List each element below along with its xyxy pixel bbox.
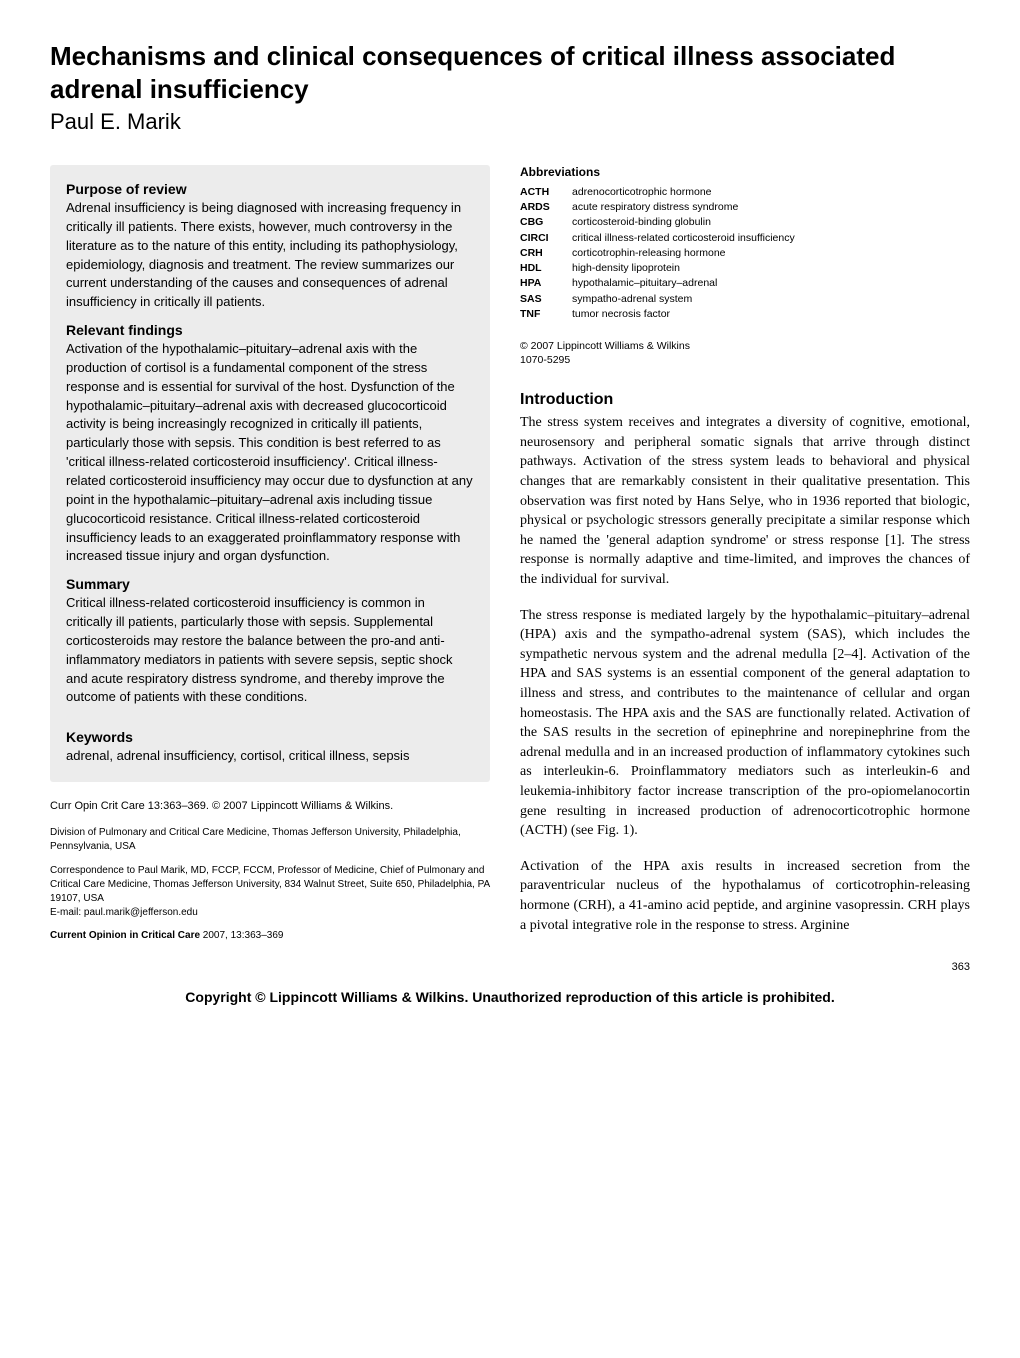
abbrev-val: adrenocorticotrophic hormone bbox=[572, 185, 970, 200]
abbrev-row: CBGcorticosteroid-binding globulin bbox=[520, 215, 970, 230]
left-column: Purpose of review Adrenal insufficiency … bbox=[50, 165, 490, 951]
intro-paragraph-3: Activation of the HPA axis results in in… bbox=[520, 857, 970, 935]
footer-copyright: Copyright © Lippincott Williams & Wilkin… bbox=[50, 989, 970, 1005]
abbrev-row: CRHcorticotrophin-releasing hormone bbox=[520, 246, 970, 261]
journal-name: Current Opinion in Critical Care bbox=[50, 930, 200, 941]
author-name: Paul E. Marik bbox=[50, 109, 970, 135]
correspondence: Correspondence to Paul Marik, MD, FCCP, … bbox=[50, 864, 490, 920]
citation-line: Curr Opin Crit Care 13:363–369. © 2007 L… bbox=[50, 800, 490, 812]
findings-text: Activation of the hypothalamic–pituitary… bbox=[66, 340, 474, 566]
abbrev-row: CIRCIcritical illness-related corticoste… bbox=[520, 231, 970, 246]
correspondence-text: Correspondence to Paul Marik, MD, FCCP, … bbox=[50, 865, 490, 904]
page-number: 363 bbox=[50, 961, 970, 973]
abbrev-row: HPAhypothalamic–pituitary–adrenal bbox=[520, 276, 970, 291]
abbrev-key: SAS bbox=[520, 292, 572, 307]
abbrev-val: high-density lipoprotein bbox=[572, 261, 970, 276]
intro-paragraph-1: The stress system receives and integrate… bbox=[520, 413, 970, 589]
right-column: Abbreviations ACTHadrenocorticotrophic h… bbox=[520, 165, 970, 951]
abbrev-key: ARDS bbox=[520, 200, 572, 215]
abbrev-key: ACTH bbox=[520, 185, 572, 200]
keywords-heading: Keywords bbox=[66, 729, 474, 745]
abbreviations-heading: Abbreviations bbox=[520, 165, 970, 179]
abbreviations-table: ACTHadrenocorticotrophic hormone ARDSacu… bbox=[520, 185, 970, 322]
journal-details: 2007, 13:363–369 bbox=[200, 930, 283, 941]
abbrev-key: CBG bbox=[520, 215, 572, 230]
abbrev-key: TNF bbox=[520, 307, 572, 322]
copyright-block: © 2007 Lippincott Williams & Wilkins 107… bbox=[520, 340, 970, 367]
findings-heading: Relevant findings bbox=[66, 322, 474, 338]
summary-text: Critical illness-related corticosteroid … bbox=[66, 594, 474, 707]
copyright-line1: © 2007 Lippincott Williams & Wilkins bbox=[520, 340, 690, 352]
intro-paragraph-2: The stress response is mediated largely … bbox=[520, 606, 970, 841]
abbrev-val: tumor necrosis factor bbox=[572, 307, 970, 322]
keywords-text: adrenal, adrenal insufficiency, cortisol… bbox=[66, 747, 474, 766]
abbrev-key: HDL bbox=[520, 261, 572, 276]
abbrev-val: acute respiratory distress syndrome bbox=[572, 200, 970, 215]
abbrev-key: CIRCI bbox=[520, 231, 572, 246]
two-column-layout: Purpose of review Adrenal insufficiency … bbox=[50, 165, 970, 951]
introduction-heading: Introduction bbox=[520, 391, 970, 409]
abbrev-val: corticosteroid-binding globulin bbox=[572, 215, 970, 230]
purpose-heading: Purpose of review bbox=[66, 181, 474, 197]
abbrev-val: hypothalamic–pituitary–adrenal bbox=[572, 276, 970, 291]
abstract-box: Purpose of review Adrenal insufficiency … bbox=[50, 165, 490, 782]
abbrev-row: ACTHadrenocorticotrophic hormone bbox=[520, 185, 970, 200]
affiliation: Division of Pulmonary and Critical Care … bbox=[50, 826, 490, 854]
abbrev-key: CRH bbox=[520, 246, 572, 261]
copyright-line2: 1070-5295 bbox=[520, 354, 570, 366]
abbrev-val: corticotrophin-releasing hormone bbox=[572, 246, 970, 261]
purpose-text: Adrenal insufficiency is being diagnosed… bbox=[66, 199, 474, 312]
abbrev-val: sympatho-adrenal system bbox=[572, 292, 970, 307]
abbrev-row: HDLhigh-density lipoprotein bbox=[520, 261, 970, 276]
abbrev-key: HPA bbox=[520, 276, 572, 291]
journal-line: Current Opinion in Critical Care 2007, 1… bbox=[50, 930, 490, 941]
abbrev-row: ARDSacute respiratory distress syndrome bbox=[520, 200, 970, 215]
abbrev-row: TNFtumor necrosis factor bbox=[520, 307, 970, 322]
email-text: E-mail: paul.marik@jefferson.edu bbox=[50, 907, 198, 918]
abbrev-row: SASsympatho-adrenal system bbox=[520, 292, 970, 307]
abbrev-val: critical illness-related corticosteroid … bbox=[572, 231, 970, 246]
summary-heading: Summary bbox=[66, 576, 474, 592]
article-title: Mechanisms and clinical consequences of … bbox=[50, 40, 970, 105]
